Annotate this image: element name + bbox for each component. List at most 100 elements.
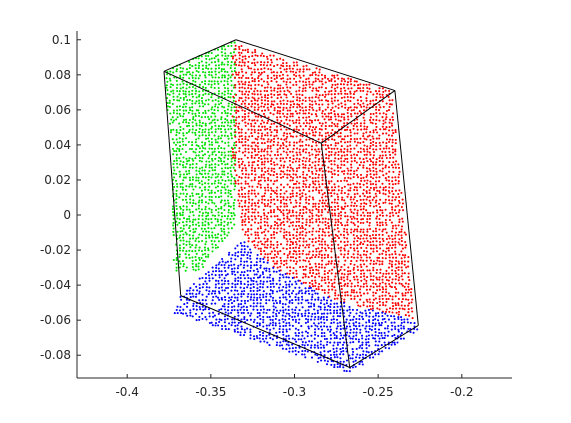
data-point: [365, 131, 368, 134]
data-point: [353, 172, 356, 175]
data-point: [217, 223, 220, 226]
data-point: [314, 134, 317, 137]
data-point: [314, 183, 317, 186]
data-point: [311, 230, 314, 233]
data-point: [219, 128, 223, 131]
data-point: [369, 301, 372, 304]
data-point: [341, 170, 344, 173]
data-point: [360, 214, 363, 217]
data-point: [217, 163, 220, 167]
data-point: [247, 190, 250, 193]
data-point: [305, 116, 308, 119]
data-point: [346, 81, 350, 84]
data-point: [356, 209, 359, 212]
data-point: [191, 109, 194, 112]
data-point: [365, 190, 368, 193]
data-point: [253, 318, 256, 321]
data-point: [233, 223, 236, 226]
data-point: [353, 249, 356, 252]
data-point: [317, 173, 320, 176]
data-point: [236, 271, 239, 274]
data-point: [349, 189, 352, 192]
data-point: [198, 131, 201, 134]
data-point: [191, 89, 194, 92]
data-point: [223, 58, 226, 61]
data-point: [400, 324, 403, 327]
data-point: [175, 138, 178, 141]
data-point: [372, 186, 376, 189]
data-point: [297, 312, 300, 315]
data-point: [308, 287, 311, 290]
data-point: [333, 228, 336, 231]
data-point: [357, 338, 360, 341]
data-point: [321, 205, 324, 208]
data-point: [394, 295, 397, 298]
data-point: [397, 241, 400, 244]
data-point: [311, 196, 314, 199]
data-point: [230, 127, 233, 130]
data-point: [181, 188, 184, 191]
data-point: [208, 118, 211, 121]
data-point: [221, 61, 224, 64]
data-point: [237, 251, 240, 254]
data-point: [182, 233, 185, 236]
data-point: [348, 305, 351, 309]
data-point: [256, 185, 259, 188]
data-point: [218, 292, 221, 295]
data-point: [238, 61, 241, 64]
data-point: [215, 295, 218, 298]
data-point: [253, 71, 256, 74]
data-point: [201, 150, 204, 153]
data-point: [298, 217, 301, 220]
data-point: [246, 295, 249, 298]
data-point: [214, 217, 217, 220]
data-point: [368, 311, 371, 315]
data-point: [300, 295, 304, 298]
data-point: [210, 86, 213, 89]
data-point: [401, 254, 404, 257]
data-point: [346, 153, 349, 156]
data-point: [310, 340, 313, 343]
data-point: [204, 255, 207, 258]
data-point: [324, 217, 327, 220]
data-point: [248, 90, 251, 93]
data-point: [260, 163, 263, 166]
data-point: [244, 57, 247, 60]
data-point: [204, 249, 207, 252]
data-point: [407, 298, 410, 301]
data-point: [233, 305, 236, 308]
data-point: [288, 250, 292, 253]
data-point: [200, 173, 203, 176]
data-point: [366, 230, 369, 233]
data-point: [331, 74, 334, 77]
data-point: [176, 305, 179, 308]
data-point: [371, 135, 374, 138]
data-point: [392, 166, 395, 169]
data-point: [333, 192, 336, 195]
data-point: [295, 276, 298, 279]
data-point: [203, 130, 207, 134]
data-point: [381, 237, 384, 240]
data-point: [204, 272, 207, 276]
data-point: [260, 105, 263, 108]
data-point: [244, 176, 247, 179]
data-point: [185, 243, 188, 246]
data-point: [389, 212, 392, 215]
data-point: [251, 211, 254, 214]
data-point: [221, 92, 224, 95]
data-point: [369, 285, 372, 288]
data-point: [291, 308, 294, 311]
data-point: [295, 125, 298, 128]
data-point: [304, 177, 307, 180]
data-point: [223, 173, 226, 176]
data-point: [374, 282, 377, 286]
data-point: [199, 308, 202, 311]
data-point: [346, 231, 349, 234]
data-point: [317, 334, 320, 337]
data-point: [289, 266, 292, 269]
data-point: [247, 221, 250, 224]
data-point: [324, 87, 328, 90]
data-point: [175, 70, 178, 73]
data-point: [204, 195, 207, 198]
data-point: [247, 230, 250, 233]
